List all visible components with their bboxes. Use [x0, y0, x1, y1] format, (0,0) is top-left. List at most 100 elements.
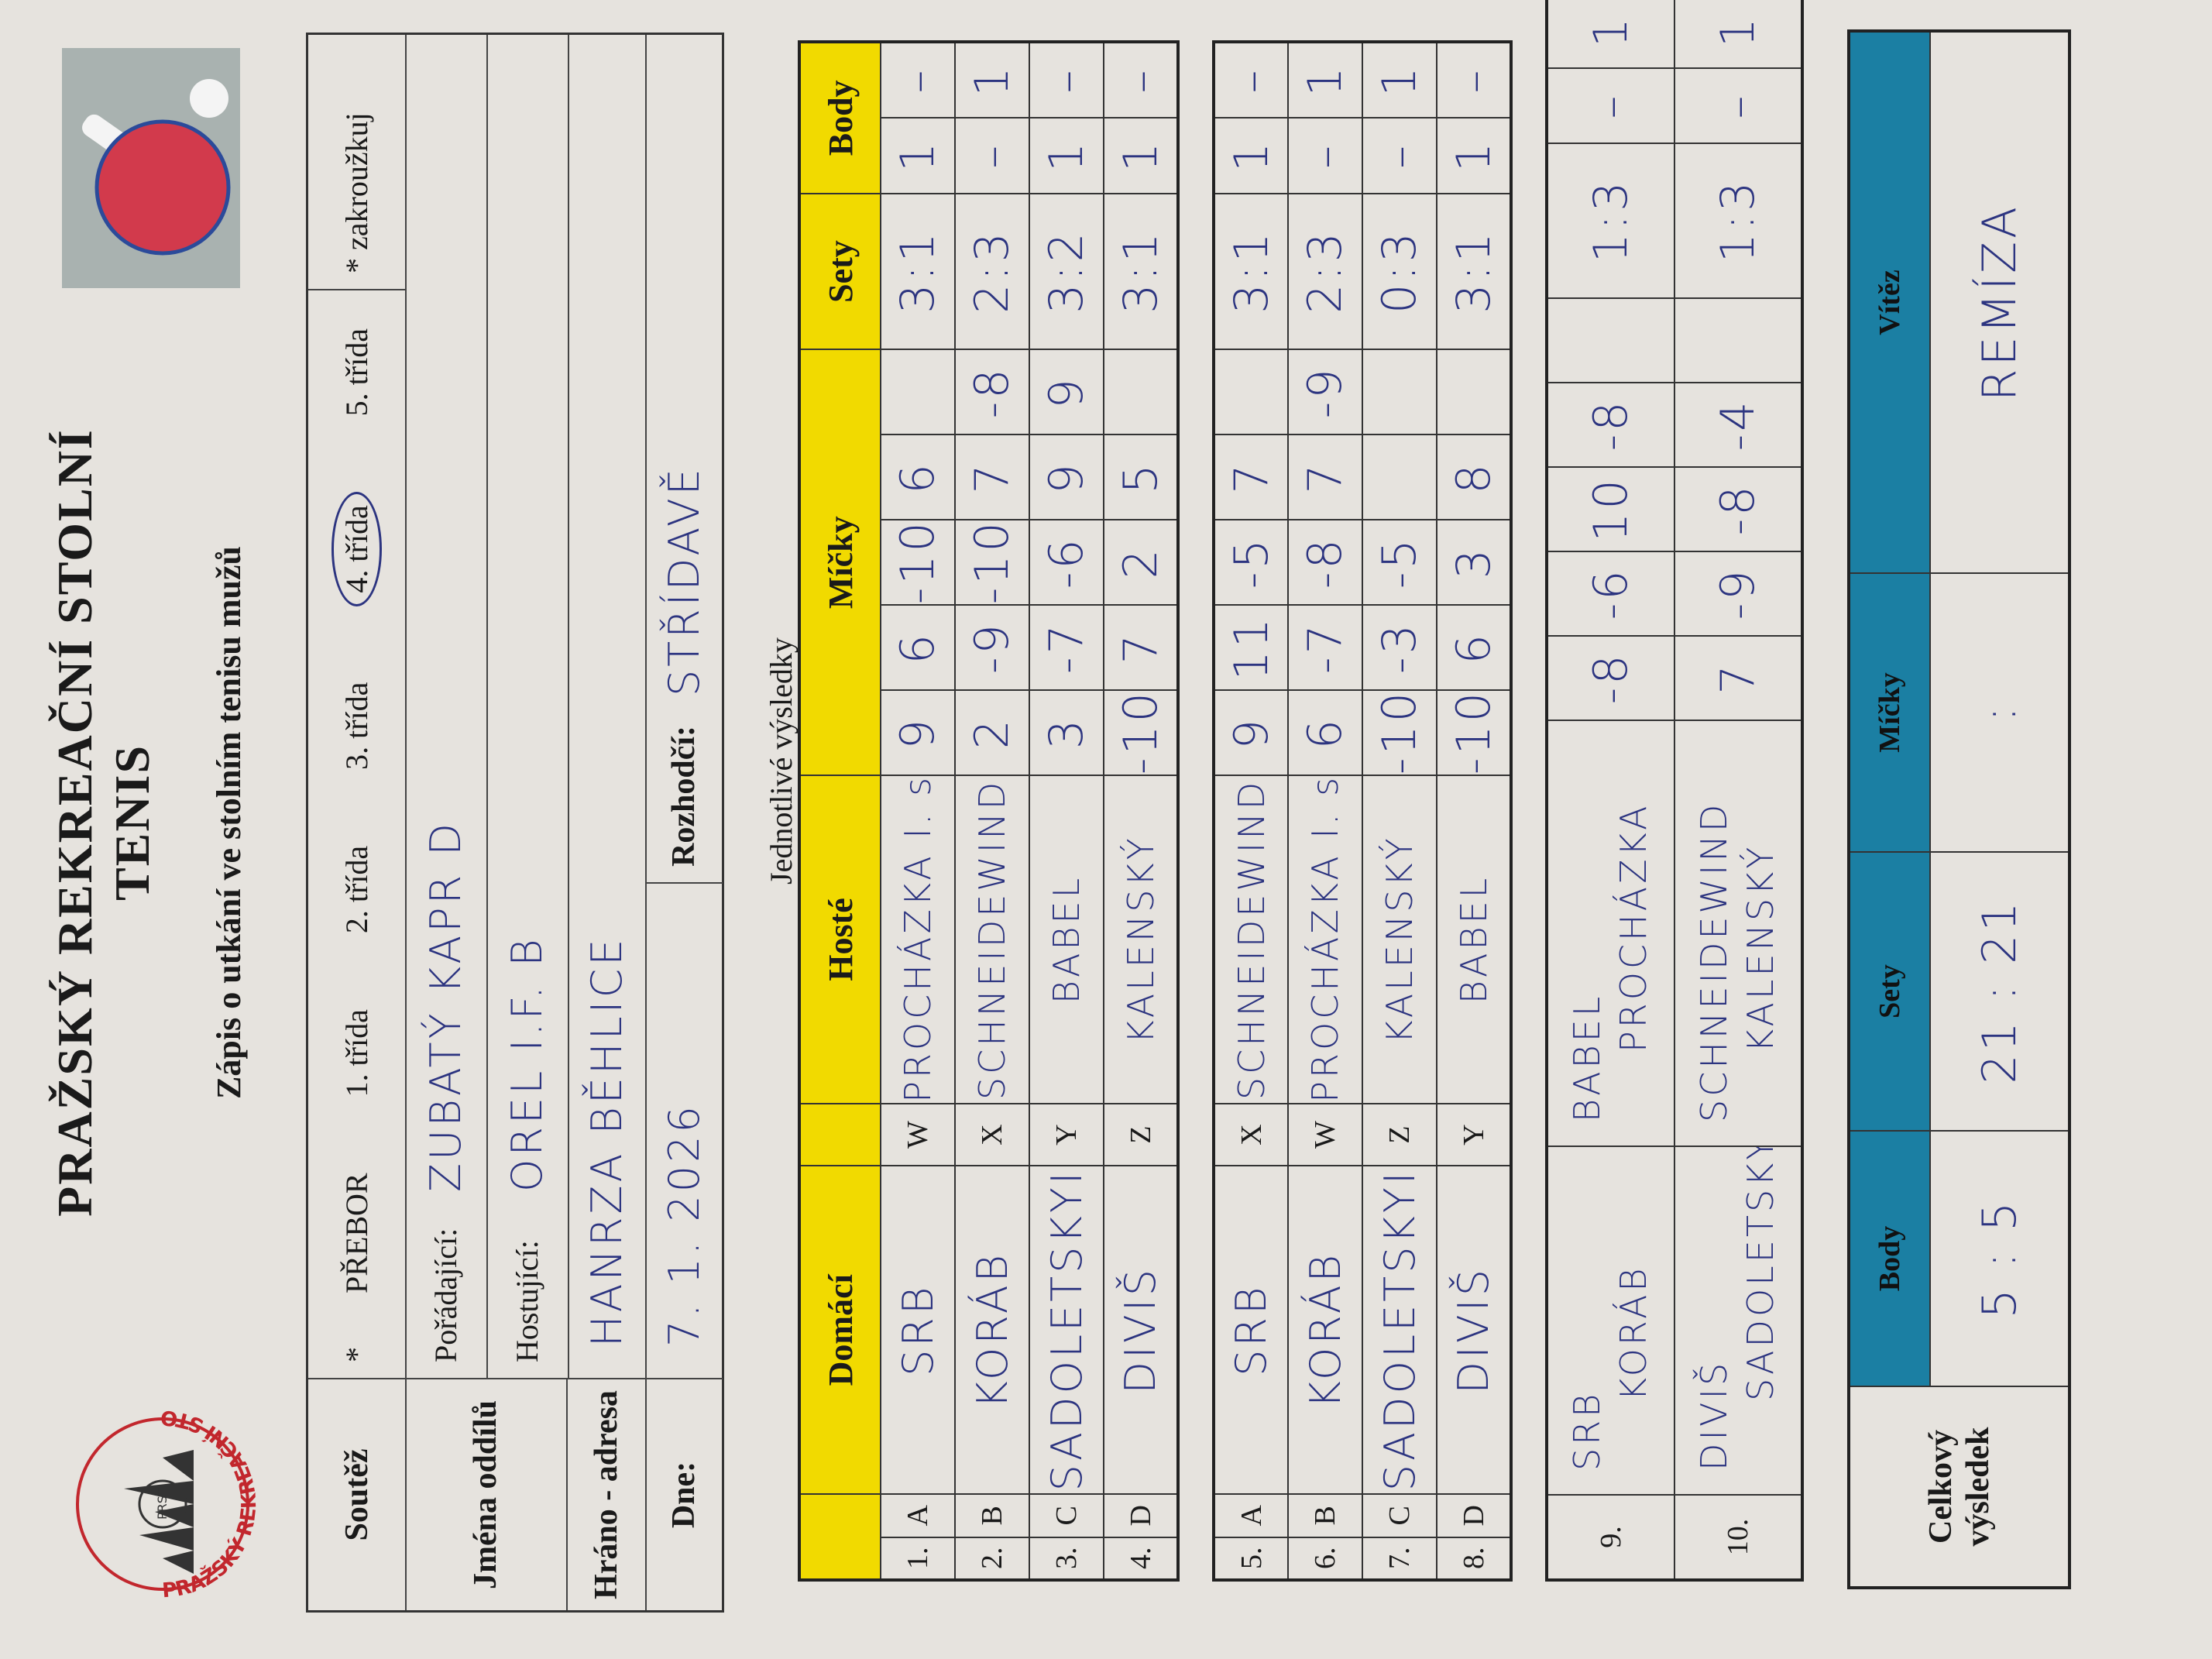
total-sets[interactable]: 21 : 21 [1930, 852, 2069, 1131]
competition-option[interactable]: 2. třída [339, 845, 374, 934]
competition-option[interactable]: 1. třída [339, 1009, 374, 1097]
away-player[interactable]: PROCHÁZKA I. st. [881, 775, 955, 1104]
home-player[interactable]: SRB [881, 1166, 955, 1495]
away-player[interactable]: BABEL [1437, 775, 1511, 1104]
home-player[interactable]: SADOLETSKYI [1029, 1166, 1104, 1495]
home-player[interactable]: SADOLETSKYI [1362, 1166, 1437, 1495]
match-point[interactable]: 1 [1362, 42, 1437, 118]
set-score[interactable]: 3:1 [1104, 193, 1178, 350]
home-player[interactable]: SRB [1214, 1166, 1288, 1495]
match-point[interactable]: – [881, 42, 955, 118]
home-pair[interactable]: DIVIŠ SADOLETSKYI [1674, 1146, 1802, 1495]
game-score[interactable]: -8 [1674, 467, 1802, 551]
game-score[interactable]: -8 [1547, 636, 1674, 720]
game-score[interactable]: 2 [955, 690, 1029, 776]
match-point[interactable]: 1 [1547, 0, 1674, 68]
game-score[interactable]: 9 [1214, 690, 1288, 776]
game-score[interactable]: -6 [1547, 551, 1674, 636]
game-score[interactable]: -5 [1214, 520, 1288, 606]
game-score[interactable]: -10 [1437, 690, 1511, 776]
match-point[interactable]: 1 [1288, 42, 1362, 118]
game-score[interactable]: -6 [1029, 520, 1104, 606]
match-point[interactable]: – [1362, 117, 1437, 194]
game-score[interactable]: 9 [1029, 349, 1104, 435]
match-point[interactable]: – [955, 117, 1029, 194]
match-point[interactable]: – [1547, 68, 1674, 143]
game-score[interactable]: 3 [1437, 520, 1511, 606]
game-score[interactable]: -5 [1362, 520, 1437, 606]
set-score[interactable]: 0:3 [1362, 193, 1437, 350]
game-score[interactable]: 5 [1104, 434, 1178, 520]
game-score[interactable]: 6 [1437, 605, 1511, 691]
set-score[interactable]: 1:3 [1674, 143, 1802, 298]
total-points[interactable]: 5 : 5 [1930, 1131, 2069, 1386]
game-score[interactable]: -8 [1288, 520, 1362, 606]
match-point[interactable]: 1 [1437, 117, 1511, 194]
game-score[interactable]: -8 [955, 349, 1029, 435]
game-score[interactable]: 2 [1104, 520, 1178, 606]
set-score[interactable]: 1:3 [1547, 143, 1674, 298]
match-point[interactable]: – [1288, 117, 1362, 194]
away-player[interactable]: SCHNEIDEWIND [1214, 775, 1288, 1104]
competition-option[interactable]: 5. třída [339, 328, 374, 417]
match-point[interactable]: – [1104, 42, 1178, 118]
game-score[interactable]: 6 [881, 605, 955, 691]
set-score[interactable]: 3:2 [1029, 193, 1104, 350]
game-score[interactable]: -9 [955, 605, 1029, 691]
game-score[interactable]: -3 [1362, 605, 1437, 691]
venue-field[interactable]: HANRZA BĚHLICE [582, 936, 631, 1347]
match-point[interactable]: 1 [955, 42, 1029, 118]
game-score[interactable] [1104, 349, 1178, 435]
home-player[interactable]: DIVIŠ [1104, 1166, 1178, 1495]
game-score[interactable] [1547, 298, 1674, 383]
game-score[interactable] [1362, 434, 1437, 520]
match-point[interactable]: – [1674, 68, 1802, 143]
home-player[interactable]: KORÁB [955, 1166, 1029, 1495]
game-score[interactable]: 9 [1029, 434, 1104, 520]
home-club-field[interactable]: ZUBATÝ KAPR D [421, 820, 470, 1192]
game-score[interactable]: 8 [1437, 434, 1511, 520]
game-score[interactable]: 7 [1214, 434, 1288, 520]
game-score[interactable]: 6 [1288, 690, 1362, 776]
away-club-field[interactable]: OREL I.F. B [503, 936, 551, 1192]
game-score[interactable]: 10 [1547, 467, 1674, 551]
game-score[interactable] [1437, 349, 1511, 435]
home-pair[interactable]: SRB KORÁB [1547, 1146, 1674, 1495]
match-point[interactable]: – [1214, 42, 1288, 118]
game-score[interactable] [1362, 349, 1437, 435]
game-score[interactable]: 7 [955, 434, 1029, 520]
match-point[interactable]: 1 [1104, 117, 1178, 194]
match-point[interactable]: – [1029, 42, 1104, 118]
total-balls[interactable]: : [1930, 573, 2069, 852]
match-point[interactable]: 1 [1674, 0, 1802, 68]
home-player[interactable]: KORÁB [1288, 1166, 1362, 1495]
match-point[interactable]: 1 [1029, 117, 1104, 194]
game-score[interactable]: -4 [1674, 383, 1802, 467]
game-score[interactable]: -7 [1029, 605, 1104, 691]
match-point[interactable]: 1 [1214, 117, 1288, 194]
home-player[interactable]: DIVIŠ [1437, 1166, 1511, 1495]
set-score[interactable]: 2:3 [955, 193, 1029, 350]
game-score[interactable]: -10 [1362, 690, 1437, 776]
game-score[interactable] [1674, 298, 1802, 383]
away-pair[interactable]: SCHNEIDEWIND KALENSKÝ [1674, 720, 1802, 1146]
away-player[interactable]: BABEL [1029, 775, 1104, 1104]
away-player[interactable]: SCHNEIDEWIND [955, 775, 1029, 1104]
away-pair[interactable]: BABEL PROCHÁZKA [1547, 720, 1674, 1146]
competition-option[interactable]: 4. třída [331, 492, 382, 606]
game-score[interactable]: 7 [1104, 605, 1178, 691]
match-point[interactable]: – [1437, 42, 1511, 118]
set-score[interactable]: 2:3 [1288, 193, 1362, 350]
game-score[interactable]: -7 [1288, 605, 1362, 691]
game-score[interactable]: -10 [881, 520, 955, 606]
game-score[interactable] [1214, 349, 1288, 435]
game-score[interactable]: 7 [1674, 636, 1802, 720]
game-score[interactable] [881, 349, 955, 435]
game-score[interactable]: -9 [1674, 551, 1802, 636]
set-score[interactable]: 3:1 [881, 193, 955, 350]
winner-field[interactable]: REMÍZA [1930, 31, 2069, 573]
away-player[interactable]: KALENSKÝ [1362, 775, 1437, 1104]
match-point[interactable]: 1 [881, 117, 955, 194]
referee-field[interactable]: STŘÍDAVĚ [659, 465, 709, 696]
away-player[interactable]: KALENSKÝ [1104, 775, 1178, 1104]
